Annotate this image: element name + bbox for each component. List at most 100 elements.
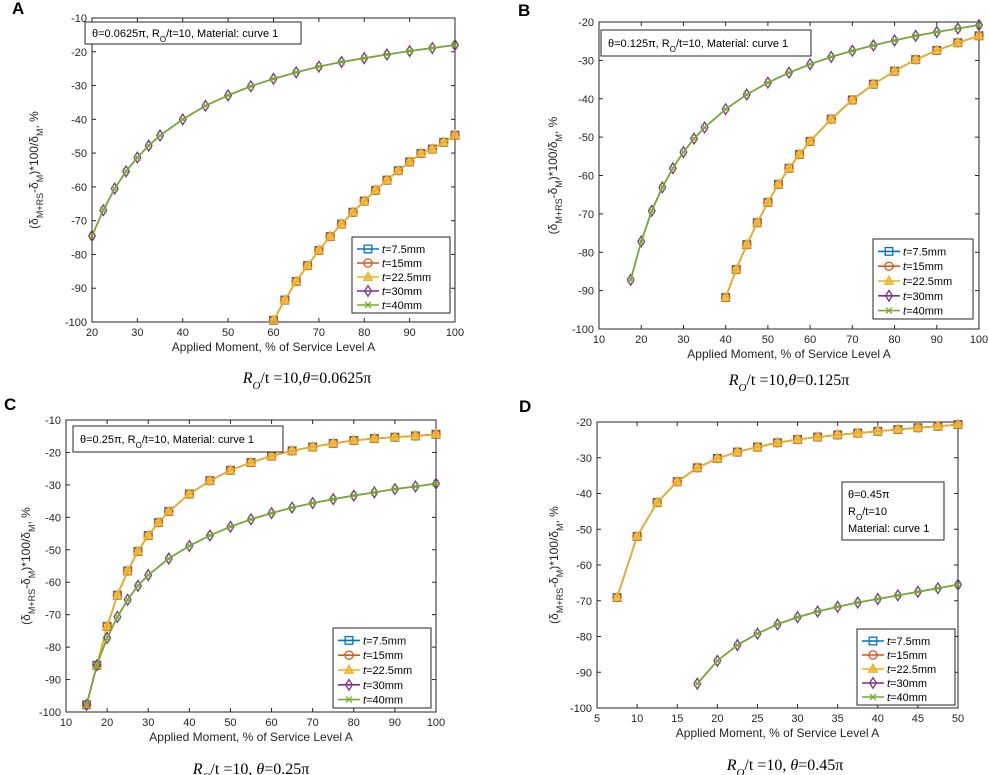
data-point — [179, 115, 187, 123]
y-axis-label: (δM+RS-δM)*100/δM, % — [27, 111, 45, 229]
data-point — [286, 444, 298, 455]
y-tick-label: -40 — [71, 114, 87, 126]
data-point — [329, 495, 337, 503]
data-point — [611, 591, 623, 602]
data-point — [309, 499, 317, 507]
data-point — [741, 238, 753, 249]
data-point — [671, 475, 683, 486]
data-point — [411, 483, 419, 490]
data-point — [370, 488, 378, 496]
data-point — [347, 206, 359, 217]
legend-marker — [868, 676, 878, 690]
data-point — [848, 47, 856, 55]
data-point — [430, 428, 442, 439]
legend-label: t=40mm — [903, 306, 943, 318]
y-tick-label: -40 — [578, 94, 594, 106]
legend-item: t=30mm — [878, 289, 943, 303]
legend: t=7.5mm t=15mm t=22.5mm t=30mm t=40mm — [872, 238, 974, 320]
x-axis-label: Applied Moment, % of Service Level A — [172, 340, 375, 354]
data-point — [912, 421, 924, 432]
legend-item: t=30mm — [862, 676, 927, 690]
legend-label: t=22.5mm — [382, 272, 431, 284]
x-tick-label: 100 — [970, 334, 988, 346]
data-point — [631, 530, 643, 541]
y-tick-label: -40 — [576, 489, 592, 501]
data-point — [156, 132, 164, 140]
annotation-box — [600, 29, 812, 57]
chart-panel-c: C 10 20 30 40 50 60 70 80 90 100 -100 -90 -80 -70 -60 -5… — [4, 395, 445, 775]
data-point — [693, 680, 701, 688]
data-point — [733, 641, 741, 649]
legend-item: t=15mm — [357, 258, 422, 270]
x-tick-label: 90 — [404, 327, 416, 339]
data-point — [122, 167, 130, 175]
legend-label: t=7.5mm — [887, 636, 930, 648]
data-point — [427, 142, 438, 153]
x-tick-label: 80 — [348, 717, 360, 729]
data-point — [381, 174, 393, 185]
series-t22-5 — [268, 129, 461, 325]
data-point — [679, 148, 687, 156]
legend-label: t=22.5mm — [887, 664, 936, 676]
data-point — [348, 434, 360, 445]
x-tick-label: 70 — [307, 717, 319, 729]
x-tick-label: 50 — [222, 327, 234, 339]
data-point — [428, 44, 436, 52]
data-point — [933, 28, 941, 36]
chart-panel-d: D 5 10 15 20 25 30 35 40 45 50 -100 -90 -80 -70 -60 -50 -… — [519, 397, 964, 775]
x-tick-label: 50 — [224, 717, 236, 729]
data-point — [163, 505, 175, 516]
series-t22-5 — [611, 418, 964, 602]
data-point — [370, 184, 381, 195]
data-point — [391, 485, 399, 493]
legend-marker — [363, 284, 373, 298]
data-point — [103, 634, 111, 642]
legend-label: t=30mm — [903, 291, 943, 303]
legend-marker — [343, 663, 355, 674]
legend-item: t=22.5mm — [862, 662, 936, 676]
data-point — [752, 440, 763, 451]
x-tick-label: 15 — [671, 713, 683, 725]
data-point — [854, 599, 862, 606]
data-point — [762, 196, 774, 207]
legend-marker — [884, 289, 894, 303]
data-point — [690, 135, 698, 143]
data-point — [910, 53, 921, 64]
y-tick-label: -50 — [578, 132, 594, 144]
legend-label: t=22.5mm — [363, 665, 412, 677]
data-point — [350, 492, 358, 500]
x-tick-label: 20 — [86, 327, 98, 339]
x-tick-label: 30 — [677, 334, 689, 346]
data-point — [438, 136, 449, 147]
legend-item: t=15mm — [878, 261, 943, 273]
legend-marker — [363, 258, 373, 268]
data-point — [952, 418, 964, 429]
legend: t=7.5mm t=15mm t=22.5mm t=30mm t=40mm — [332, 627, 432, 709]
data-point — [852, 427, 864, 437]
y-tick-label: -50 — [71, 148, 87, 160]
data-point — [743, 91, 751, 98]
data-point — [201, 102, 209, 110]
panel-caption: RO/t =10,θ=0.0625π — [242, 370, 372, 392]
data-point — [307, 440, 318, 451]
legend-item: t=22.5mm — [338, 663, 412, 677]
data-point — [869, 41, 877, 49]
y-tick-label: -70 — [576, 596, 592, 608]
legend-marker — [362, 270, 374, 281]
y-tick-label: -80 — [71, 249, 87, 261]
data-point — [648, 207, 656, 215]
legend-marker — [869, 693, 877, 701]
x-tick-label: 60 — [804, 334, 816, 346]
legend-item: t=40mm — [338, 695, 403, 707]
x-tick-label: 35 — [832, 713, 844, 725]
data-point — [225, 464, 236, 475]
panel-label: A — [12, 0, 24, 18]
panel-label: B — [518, 1, 530, 20]
x-axis-label: Applied Moment, % of Service Level A — [687, 347, 890, 361]
data-point — [392, 164, 404, 175]
data-point — [404, 155, 415, 166]
chart-panel-a: A 20 30 40 50 60 70 80 90 100 -100 -90 -80 -70 -60 -50 -… — [12, 0, 464, 392]
data-point — [975, 21, 983, 29]
data-point — [112, 589, 123, 600]
